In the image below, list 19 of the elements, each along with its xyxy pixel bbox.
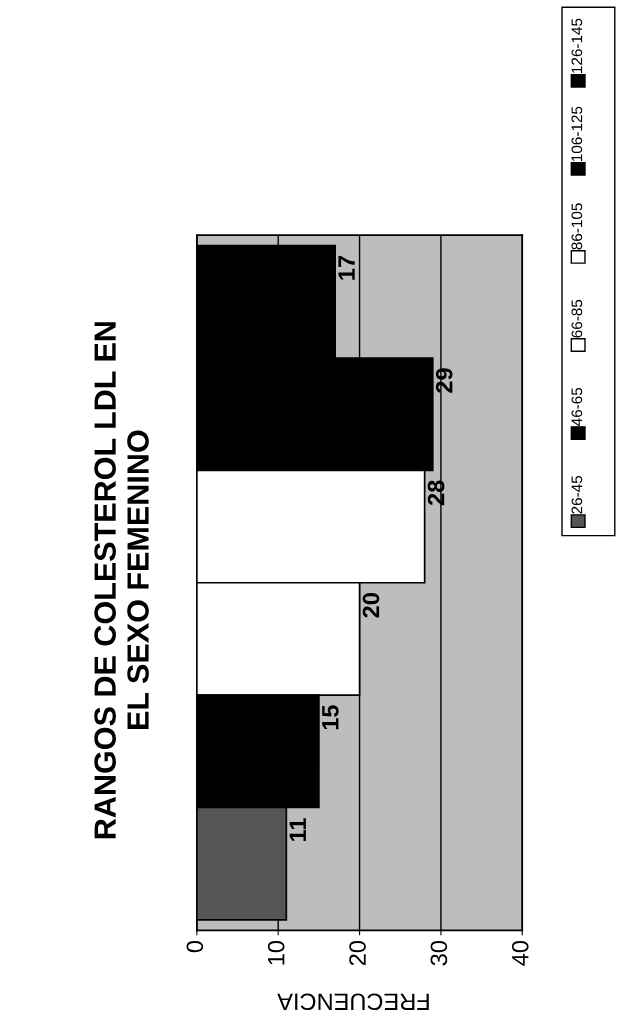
text: 86-105 bbox=[571, 203, 583, 250]
text: 106-125 bbox=[571, 106, 583, 161]
x-tick-label: 0 bbox=[186, 940, 204, 953]
x-tick-label: 10 bbox=[267, 940, 285, 965]
x-axis-title: FRECUENCIA bbox=[277, 993, 429, 1011]
text: 26-45 bbox=[571, 475, 583, 514]
data-label: 15 bbox=[322, 705, 339, 730]
data-label: 17 bbox=[338, 255, 355, 280]
x-tick-label: 20 bbox=[349, 940, 366, 966]
text: 66-85 bbox=[571, 299, 583, 338]
data-label: 11 bbox=[289, 818, 306, 841]
text: 46-65 bbox=[571, 387, 583, 426]
data-label: 28 bbox=[427, 480, 445, 506]
x-tick-label: 40 bbox=[511, 940, 529, 966]
x-tick-label: 30 bbox=[430, 940, 448, 966]
data-label: 20 bbox=[362, 593, 380, 618]
text: 126-145 bbox=[571, 18, 583, 73]
data-label: 29 bbox=[435, 368, 453, 393]
text: RANGOS DE COLESTEROL LDL EN EL SEXO FEMENINO bbox=[94, 322, 149, 839]
